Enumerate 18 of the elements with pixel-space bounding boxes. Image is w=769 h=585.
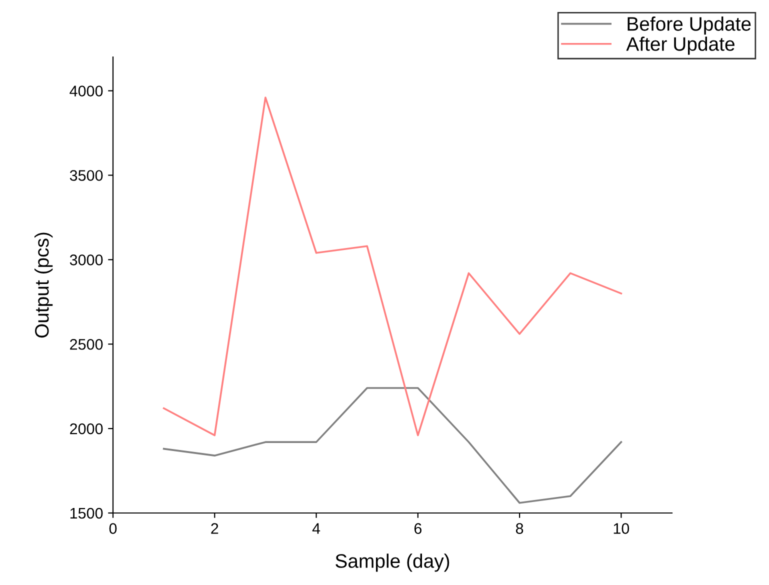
x-tick-label: 8 — [516, 523, 524, 534]
line-series — [162, 96, 622, 436]
x-tick-label: 0 — [109, 523, 117, 534]
x-tick-label: 10 — [614, 523, 630, 534]
line-series — [162, 387, 622, 504]
y-tick-label: 2000 — [70, 423, 103, 434]
x-axis-title: Sample (day) — [336, 554, 450, 572]
x-tick-label: 6 — [414, 523, 422, 534]
y-axis-title: Output (pcs) — [34, 232, 53, 338]
y-tick-label: 3000 — [70, 254, 103, 266]
legend-label: After Update — [626, 36, 734, 55]
y-tick-label: 1500 — [70, 508, 103, 519]
x-tick-label: 2 — [211, 523, 218, 534]
y-tick-label: 3500 — [70, 170, 103, 181]
y-tick-label: 4000 — [70, 86, 103, 96]
y-tick-label: 2500 — [70, 338, 103, 350]
x-tick-label: 4 — [312, 523, 320, 534]
legend-label: Before Update — [628, 16, 751, 35]
